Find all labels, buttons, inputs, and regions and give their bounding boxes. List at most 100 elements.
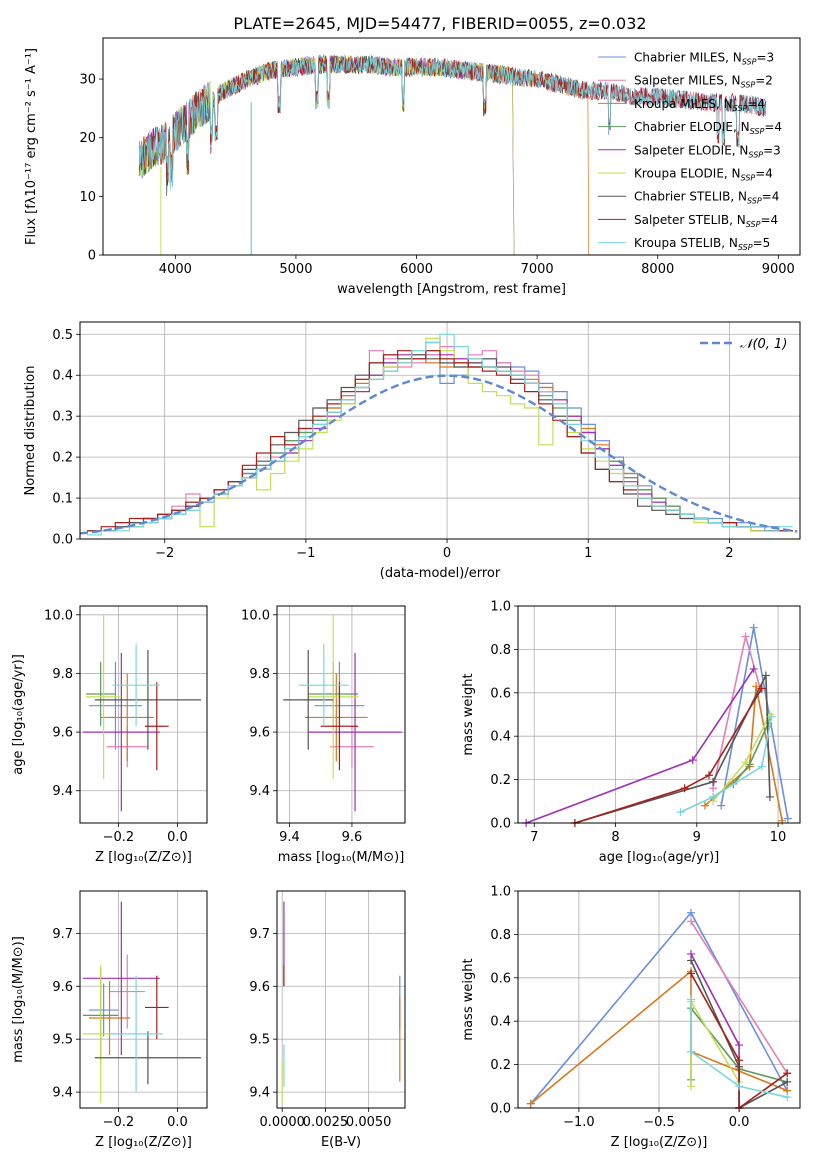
y-tick-label: 9.7	[52, 927, 73, 942]
x-tick-label: 0	[443, 546, 451, 561]
y-tick-label: 0.8	[490, 643, 511, 658]
x-tick-label: −0.5	[643, 1115, 675, 1130]
weight-point-marker	[783, 1077, 792, 1086]
weight-point-marker	[704, 771, 713, 780]
plot-frame	[79, 321, 801, 540]
y-tick-label: 9.6	[52, 980, 73, 995]
y-tick-label: 0.4	[490, 730, 511, 745]
weight-series-line	[525, 668, 755, 823]
x-tick-label: 7000	[521, 262, 554, 277]
weight-point-marker	[757, 762, 766, 771]
x-tick-label: 9000	[762, 262, 795, 277]
y-tick-label: 30	[79, 73, 96, 88]
y-tick-label: 9.8	[52, 667, 73, 682]
gaussian-reference-curve	[80, 374, 798, 535]
y-axis-label: mass weight	[461, 958, 476, 1040]
x-tick-label: −0.2	[103, 830, 135, 845]
y-tick-label: 9.6	[249, 726, 270, 741]
weight-point-marker	[687, 969, 696, 978]
spectrum-series-line	[138, 53, 767, 191]
weight-point-marker	[717, 801, 726, 810]
x-tick-label: 5000	[279, 262, 312, 277]
histogram-series	[87, 333, 793, 536]
panel-weight_vs_age: 7 8 9 10 0.0 0.2 0.4 0.6 0.8 1.0 age [log₁₀(age/yr…	[461, 600, 801, 865]
y-tick-label: 10.0	[241, 608, 270, 623]
histogram-series	[87, 358, 793, 532]
y-tick-label: 0.6	[490, 971, 511, 986]
x-axis-label: Z [log₁₀(Z/Z⊙)]	[95, 1135, 192, 1150]
spectrum-legend: Chabrier MILES, NSSP=3 Salpeter MILES, NS…	[598, 51, 782, 252]
weight-point-marker	[745, 760, 754, 769]
plot-frame	[276, 605, 406, 824]
x-tick-label: 10	[770, 830, 787, 845]
figure-title: PLATE=2645, MJD=54477, FIBERID=0055, z=0…	[233, 14, 646, 33]
weight-point-marker	[687, 1082, 696, 1091]
plot-frame	[517, 890, 801, 1109]
x-tick-label: 8000	[641, 262, 674, 277]
x-tick-label: 9	[693, 830, 701, 845]
plot-frame	[102, 37, 801, 256]
y-axis-label: Flux [fλ10⁻¹⁷ erg cm⁻² s⁻¹ A⁻¹]	[24, 48, 39, 245]
x-axis-label: Z [log₁₀(Z/Z⊙)]	[95, 850, 192, 865]
weight-point-marker	[709, 777, 718, 786]
weight-point-marker	[735, 1041, 744, 1050]
x-tick-label: 6000	[400, 262, 433, 277]
x-tick-label: 8	[611, 830, 619, 845]
legend-label: Chabrier MILES, NSSP=3	[634, 51, 774, 67]
y-axis-label: Normed distribution	[23, 366, 38, 496]
y-tick-label: 0	[88, 249, 96, 264]
weight-point-marker	[757, 684, 766, 693]
x-tick-label: 2	[725, 546, 733, 561]
legend-label: Kroupa STELIB, NSSP=5	[634, 236, 770, 252]
y-tick-label: 0.1	[52, 492, 73, 507]
weight-point-marker	[676, 808, 685, 817]
weight-point-marker	[783, 1069, 792, 1078]
weight-point-marker	[735, 1082, 744, 1091]
x-axis-label: wavelength [Angstrom, rest frame]	[337, 282, 566, 297]
weight-point-marker	[741, 758, 750, 767]
x-tick-label: 9.4	[279, 830, 300, 845]
x-tick-label: 0.0050	[346, 1115, 392, 1130]
panel-age_vs_Z: −0.2 0.0 9.4 9.6 9.8 10.0 Z [log₁₀(Z/Z⊙)] age […	[11, 605, 208, 865]
y-tick-label: 10.0	[44, 608, 73, 623]
x-axis-label: Z [log₁₀(Z/Z⊙)]	[611, 1135, 708, 1150]
plot-frame	[79, 890, 208, 1109]
plot-frame	[517, 605, 801, 824]
weight-point-marker	[709, 792, 718, 801]
y-axis-label: mass weight	[461, 673, 476, 755]
x-axis-label: (data-model)/error	[380, 566, 501, 581]
weight-point-marker	[680, 784, 689, 793]
legend-label: Chabrier STELIB, NSSP=4	[634, 190, 779, 206]
weight-point-marker	[741, 632, 750, 641]
y-tick-label: 9.7	[249, 927, 270, 942]
y-tick-label: 0.8	[490, 928, 511, 943]
weight-point-marker	[526, 1099, 535, 1108]
y-axis-label: mass [log₁₀(M/M⊙)]	[11, 936, 26, 1063]
panel-residuals: −2 −1 0 1 2 0.0 0.1 0.2 0.3 0.4 0.5 (data-model)/er…	[23, 321, 801, 581]
x-tick-label: 0.0025	[303, 1115, 349, 1130]
panels: 4000 5000 6000 7000 8000 90000102030wavelengt…	[11, 37, 801, 1150]
x-tick-label: 0.0	[167, 830, 188, 845]
x-tick-label: −0.2	[103, 1115, 135, 1130]
legend-label: Salpeter STELIB, NSSP=4	[634, 213, 778, 229]
x-tick-label: 7	[530, 830, 538, 845]
weight-point-marker	[752, 682, 761, 691]
plot-frame	[79, 605, 208, 824]
y-tick-label: 0.5	[52, 328, 73, 343]
y-tick-label: 0.2	[490, 1058, 511, 1073]
y-tick-label: 1.0	[490, 600, 511, 615]
panel-weight_vs_Z: −1.0 −0.5 0.0 0.0 0.2 0.4 0.6 0.8 1.0 Z [log₁₀(Z/…	[461, 885, 801, 1150]
y-tick-label: 1.0	[490, 885, 511, 900]
y-axis-label: age [log₁₀(age/yr)]	[11, 654, 26, 775]
y-tick-label: 0.0	[490, 1102, 511, 1117]
y-tick-label: 0.4	[490, 1015, 511, 1030]
weight-series-line	[680, 716, 773, 813]
legend-label: 𝒩(0, 1)	[740, 337, 787, 352]
weight-point-marker	[783, 814, 792, 823]
weight-point-marker	[687, 995, 696, 1004]
x-tick-label: 1	[584, 546, 592, 561]
weight-point-marker	[778, 816, 787, 825]
y-tick-label: 9.6	[249, 980, 270, 995]
weight-point-marker	[688, 756, 697, 765]
